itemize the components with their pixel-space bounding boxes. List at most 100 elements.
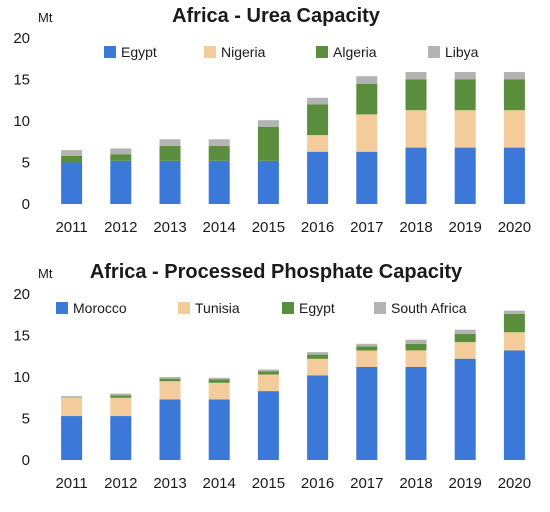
y-tick-label: 0 xyxy=(22,196,30,213)
y-tick-label: 20 xyxy=(13,30,30,47)
bar-segment-egypt-2020 xyxy=(503,313,525,333)
bar-segment-algeria-2019 xyxy=(454,79,476,111)
bar-segment-tunisia-2015 xyxy=(257,374,279,392)
bar-segment-morocco-2016 xyxy=(307,375,329,460)
bar-segment-south-africa-2011 xyxy=(61,396,83,398)
legend-label: Algeria xyxy=(333,44,377,60)
bar-segment-south-africa-2020 xyxy=(503,310,525,314)
bar-segment-egypt-2013 xyxy=(159,160,181,204)
bar-segment-south-africa-2019 xyxy=(454,329,476,334)
bar-segment-libya-2015 xyxy=(257,120,279,127)
bar-segment-algeria-2014 xyxy=(208,145,230,161)
legend-label: Egypt xyxy=(121,44,157,60)
x-tick-label: 2018 xyxy=(399,219,432,236)
bar-segment-south-africa-2012 xyxy=(110,393,132,396)
legend-swatch-egypt xyxy=(282,302,294,314)
x-tick-label: 2019 xyxy=(449,219,482,236)
bar-segment-nigeria-2019 xyxy=(454,110,476,148)
bar-segment-tunisia-2018 xyxy=(405,350,427,367)
bar-segment-nigeria-2020 xyxy=(503,110,525,148)
y-tick-label: 15 xyxy=(13,72,30,89)
bar-segment-south-africa-2014 xyxy=(208,377,230,380)
bar-segment-tunisia-2017 xyxy=(356,350,378,367)
bar-segment-south-africa-2018 xyxy=(405,339,427,344)
bar-segment-morocco-2020 xyxy=(503,350,525,460)
bar-segment-algeria-2018 xyxy=(405,79,427,111)
bar-segment-egypt-2019 xyxy=(454,147,476,204)
bar-segment-tunisia-2014 xyxy=(208,382,230,400)
legend-label: Nigeria xyxy=(221,44,266,60)
bar-segment-egypt-2013 xyxy=(159,378,181,382)
bar-segment-morocco-2015 xyxy=(257,391,279,460)
bar-segment-egypt-2015 xyxy=(257,371,279,375)
bar-segment-algeria-2013 xyxy=(159,145,181,161)
bar-segment-egypt-2016 xyxy=(307,151,329,204)
bar-segment-libya-2013 xyxy=(159,139,181,146)
bar-segment-morocco-2011 xyxy=(61,416,83,460)
bar-segment-morocco-2019 xyxy=(454,358,476,460)
legend-swatch-south-africa xyxy=(374,302,386,314)
bar-segment-egypt-2012 xyxy=(110,395,132,398)
bar-segment-morocco-2013 xyxy=(159,399,181,460)
x-tick-label: 2011 xyxy=(55,475,87,492)
bar-segment-egypt-2011 xyxy=(61,162,83,204)
bar-segment-tunisia-2012 xyxy=(110,397,132,417)
chart-title: Africa - Processed Phosphate Capacity xyxy=(90,261,463,283)
bar-segment-egypt-2017 xyxy=(356,151,378,204)
legend-swatch-algeria xyxy=(316,46,328,58)
bar-segment-south-africa-2013 xyxy=(159,377,181,379)
bar-segment-libya-2020 xyxy=(503,72,525,80)
x-tick-label: 2013 xyxy=(153,475,186,492)
bar-segment-libya-2012 xyxy=(110,148,132,155)
bar-segment-algeria-2011 xyxy=(61,155,83,163)
y-tick-label: 5 xyxy=(22,155,30,172)
bar-segment-egypt-2017 xyxy=(356,346,378,351)
legend-swatch-egypt xyxy=(104,46,116,58)
x-tick-label: 2015 xyxy=(252,219,285,236)
urea-capacity-chart: Africa - Urea Capacity Mt 0 5 10 15 20 2011 2012… xyxy=(13,5,531,236)
bar-segment-morocco-2018 xyxy=(405,367,427,460)
bar-segment-egypt-2020 xyxy=(503,147,525,204)
y-tick-label: 20 xyxy=(13,286,30,303)
legend-label: Tunisia xyxy=(195,300,240,316)
x-tick-label: 2016 xyxy=(301,219,334,236)
legend-swatch-libya xyxy=(428,46,440,58)
bar-segment-tunisia-2020 xyxy=(503,332,525,351)
bar-segment-algeria-2017 xyxy=(356,83,378,115)
bar-segment-libya-2016 xyxy=(307,97,329,105)
legend-swatch-nigeria xyxy=(204,46,216,58)
bar-segment-algeria-2015 xyxy=(257,126,279,161)
x-tick-label: 2017 xyxy=(350,475,383,492)
chart-title: Africa - Urea Capacity xyxy=(172,5,381,27)
y-tick-label: 10 xyxy=(13,369,30,386)
y-tick-label: 10 xyxy=(13,113,30,130)
bar-segment-libya-2017 xyxy=(356,76,378,84)
bar-segment-libya-2011 xyxy=(61,150,83,156)
x-tick-label: 2011 xyxy=(55,219,87,236)
bar-segment-egypt-2019 xyxy=(454,333,476,343)
bar-segment-nigeria-2017 xyxy=(356,114,378,152)
legend-label: South Africa xyxy=(391,300,467,316)
y-tick-label: 15 xyxy=(13,328,30,345)
bar-segment-nigeria-2018 xyxy=(405,110,427,148)
x-tick-label: 2012 xyxy=(104,219,137,236)
bar-segment-libya-2018 xyxy=(405,72,427,80)
bar-segment-egypt-2016 xyxy=(307,354,329,359)
bar-segment-egypt-2012 xyxy=(110,160,132,204)
bar-segment-egypt-2014 xyxy=(208,160,230,204)
x-tick-label: 2016 xyxy=(301,475,334,492)
bar-segment-nigeria-2016 xyxy=(307,135,329,152)
bar-segment-morocco-2017 xyxy=(356,367,378,460)
x-tick-label: 2013 xyxy=(153,219,186,236)
phosphate-capacity-chart: Africa - Processed Phosphate Capacity Mt 0… xyxy=(13,261,531,492)
x-tick-label: 2020 xyxy=(498,475,531,492)
y-axis-unit-label: Mt xyxy=(38,266,53,281)
legend-label: Egypt xyxy=(299,300,335,316)
bar-segment-tunisia-2016 xyxy=(307,358,329,376)
y-tick-label: 0 xyxy=(22,452,30,469)
bar-segment-tunisia-2013 xyxy=(159,381,181,400)
bar-segment-egypt-2018 xyxy=(405,343,427,351)
y-tick-label: 5 xyxy=(22,411,30,428)
bar-segment-south-africa-2017 xyxy=(356,343,378,347)
